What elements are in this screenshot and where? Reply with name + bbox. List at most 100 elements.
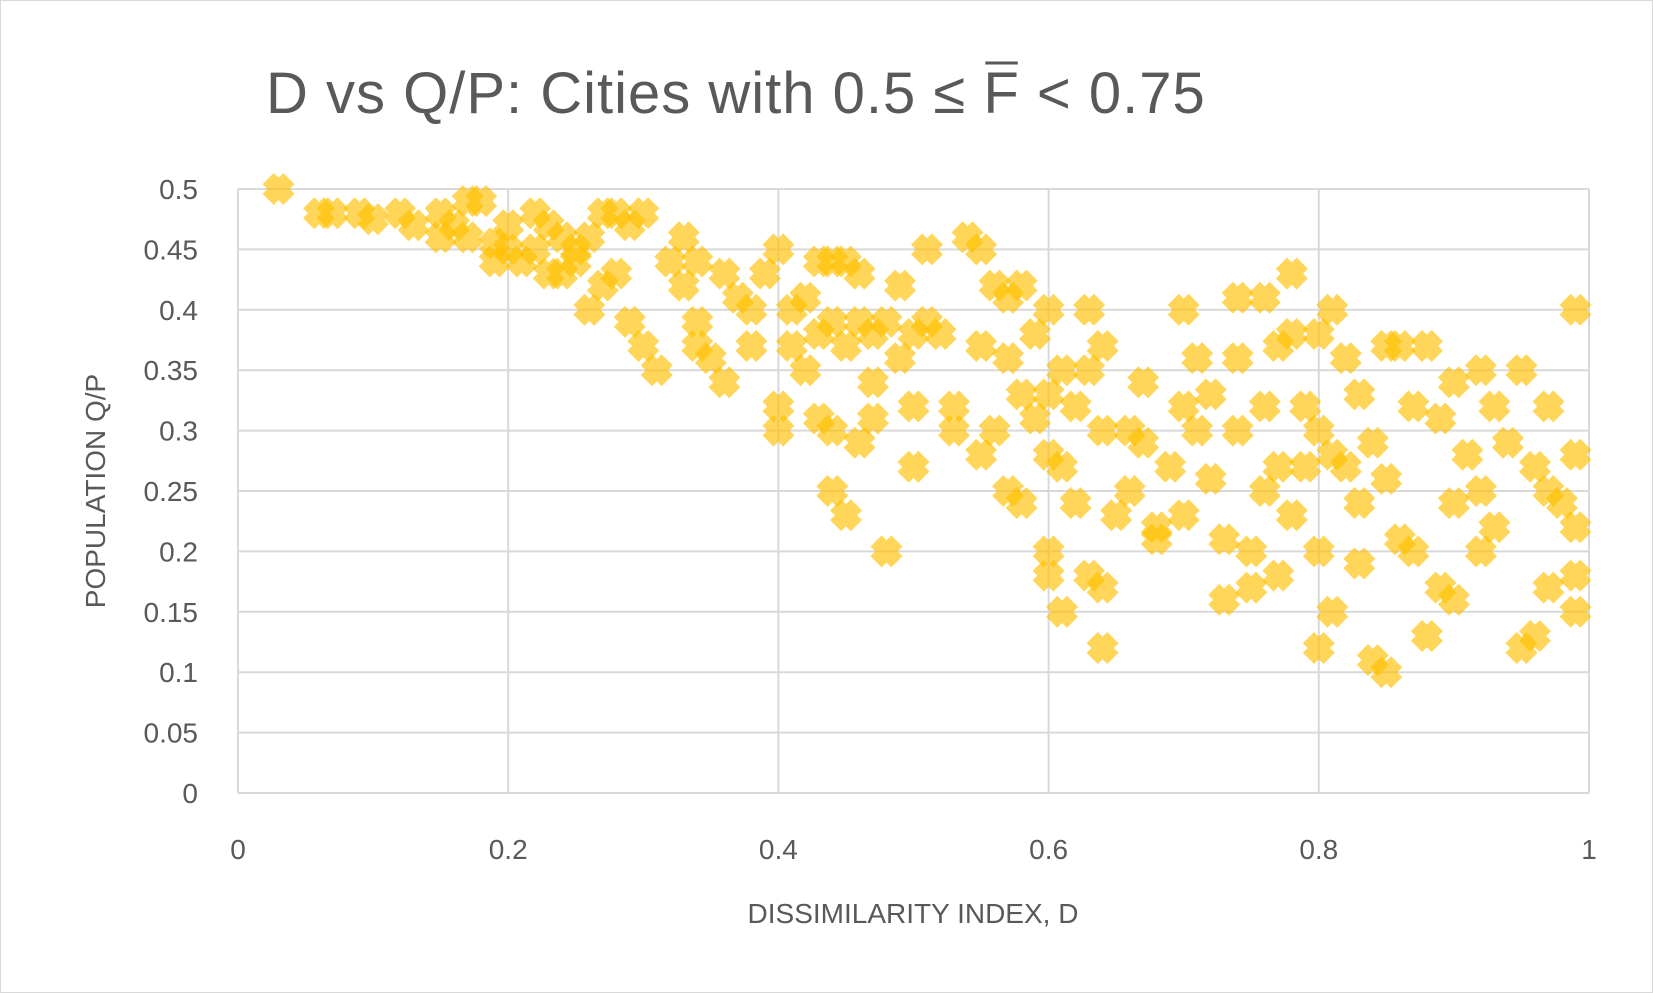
scatter-point xyxy=(1059,390,1092,423)
chart-title: D vs Q/P: Cities with 0.5 ≤ F < 0.75 xyxy=(266,61,1206,126)
x-tick-label: 0.2 xyxy=(489,834,528,865)
scatter-point xyxy=(843,426,876,459)
x-tick-label: 0.8 xyxy=(1299,834,1338,865)
scatter-point xyxy=(1437,487,1470,520)
scatter-point xyxy=(1235,571,1268,604)
scatter-point xyxy=(1370,462,1403,495)
y-tick-label: 0 xyxy=(182,778,198,809)
scatter-point xyxy=(1397,535,1430,568)
scatter-point xyxy=(681,245,714,278)
x-tick-label: 0 xyxy=(230,834,246,865)
chart-title-prefix: D vs Q/P: Cities with 0.5 ≤ xyxy=(266,61,983,126)
scatter-point xyxy=(1167,499,1200,532)
scatter-point xyxy=(1451,438,1484,471)
scatter-point xyxy=(1032,559,1065,592)
data-points xyxy=(262,173,1592,689)
scatter-point xyxy=(1437,366,1470,399)
scatter-point xyxy=(451,221,484,254)
scatter-point xyxy=(1410,330,1443,362)
scatter-point xyxy=(857,402,889,435)
scatter-point xyxy=(857,366,889,399)
scatter-point xyxy=(1046,450,1079,483)
y-tick-label: 0.45 xyxy=(144,234,199,265)
scatter-point xyxy=(816,475,849,507)
scatter-point xyxy=(1546,487,1578,520)
y-tick-label: 0.3 xyxy=(159,416,198,447)
scatter-point xyxy=(397,209,430,242)
scatter-point xyxy=(1032,293,1065,326)
scatter-point xyxy=(938,414,970,447)
chart-title-suffix: < 0.75 xyxy=(1020,61,1206,126)
y-axis-ticks: 0 0.05 0.1 0.15 0.2 0.25 0.3 0.35 0.4 0.45 0.5 xyxy=(144,174,199,809)
scatter-point xyxy=(1208,583,1241,616)
scatter-point xyxy=(1248,390,1281,423)
scatter-point xyxy=(1221,342,1254,375)
scatter-point xyxy=(573,221,606,254)
scatter-point xyxy=(708,257,741,290)
scatter-point xyxy=(965,330,998,362)
scatter-point xyxy=(843,257,876,290)
scatter-point xyxy=(1086,571,1119,604)
scatter-point xyxy=(1005,269,1038,302)
scatter-point xyxy=(1356,426,1389,459)
scatter-point xyxy=(1127,366,1160,399)
scatter-point xyxy=(1208,523,1241,556)
scatter-point xyxy=(1275,318,1308,350)
x-tick-label: 0.4 xyxy=(759,834,798,865)
scatter-point xyxy=(1532,390,1565,423)
scatter-point xyxy=(1559,595,1592,628)
scatter-point xyxy=(992,342,1025,375)
x-axis-ticks: 0 0.2 0.4 0.6 0.8 1 xyxy=(230,834,1597,865)
scatter-point xyxy=(654,245,687,278)
scatter-point xyxy=(1032,535,1065,568)
scatter-point xyxy=(1491,426,1524,459)
scatter-point xyxy=(1005,378,1038,411)
scatter-point xyxy=(600,257,633,290)
scatter-point xyxy=(884,269,916,302)
scatter-point xyxy=(924,318,957,350)
chart-title-overbar-letter: F xyxy=(983,61,1019,126)
y-tick-label: 0.15 xyxy=(144,597,199,628)
scatter-point xyxy=(1073,293,1106,326)
scatter-point xyxy=(1464,354,1497,387)
scatter-point xyxy=(965,438,998,471)
scatter-point xyxy=(830,330,862,362)
scatter-point xyxy=(1424,402,1457,435)
scatter-point xyxy=(938,390,970,423)
scatter-point xyxy=(816,305,849,338)
scatter-point xyxy=(1302,632,1335,664)
y-tick-label: 0.5 xyxy=(159,174,198,205)
scatter-point xyxy=(1019,402,1052,435)
scatter-point xyxy=(1100,499,1133,532)
scatter-point xyxy=(870,535,903,568)
y-tick-label: 0.05 xyxy=(144,718,199,749)
scatter-point xyxy=(667,269,700,302)
scatter-point xyxy=(465,185,498,218)
scatter-point xyxy=(897,390,930,423)
scatter-point xyxy=(1370,656,1403,689)
scatter-point xyxy=(1194,378,1227,411)
scatter-point xyxy=(816,414,849,447)
y-tick-label: 0.4 xyxy=(159,295,198,326)
scatter-point xyxy=(1194,462,1227,495)
x-axis-title: DISSIMILARITY INDEX, D xyxy=(748,898,1079,929)
scatter-point xyxy=(897,450,930,483)
scatter-point xyxy=(1559,559,1592,592)
scatter-point xyxy=(1235,535,1268,568)
scatter-point xyxy=(965,233,998,266)
x-tick-label: 0.6 xyxy=(1029,834,1068,865)
scatter-point xyxy=(911,233,943,266)
scatter-point xyxy=(1019,318,1052,350)
scatter-point xyxy=(762,390,795,423)
scatter-point xyxy=(627,330,660,362)
scatter-point xyxy=(1086,414,1119,447)
scatter-point xyxy=(640,354,673,387)
scatter-point xyxy=(789,354,822,387)
scatter-point xyxy=(1478,390,1511,423)
scatter-point xyxy=(1127,426,1160,459)
scatter-point xyxy=(573,293,606,326)
scatter-point xyxy=(1221,414,1254,447)
scatter-point xyxy=(1248,281,1281,314)
scatter-point xyxy=(1559,293,1592,326)
